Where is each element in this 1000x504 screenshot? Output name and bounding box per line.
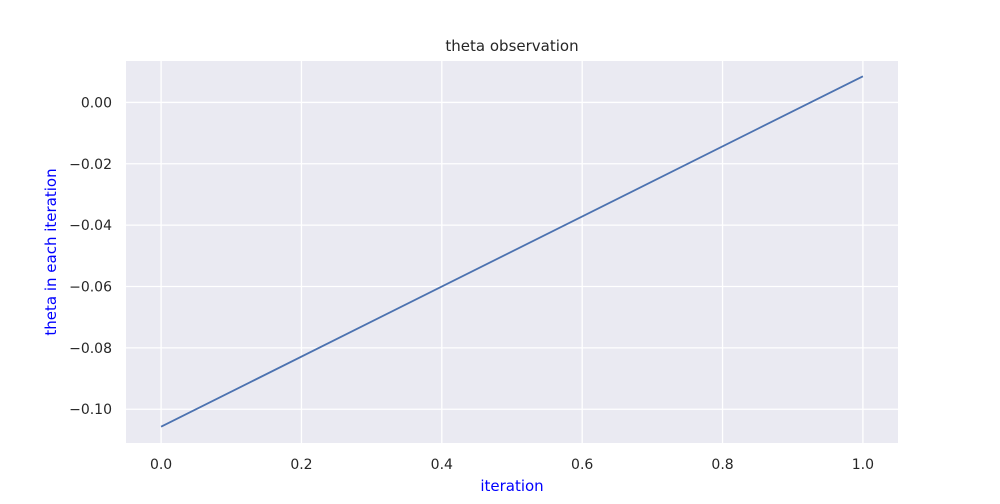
x-tick-label: 0.4 xyxy=(431,457,453,473)
series-layer xyxy=(160,75,864,428)
x-tick-label: 0.8 xyxy=(711,457,733,473)
y-tick-label: 0.00 xyxy=(81,95,112,111)
y-tick-label: −0.02 xyxy=(69,157,112,173)
x-tick-label: 0.0 xyxy=(150,457,172,473)
x-tick-label: 0.2 xyxy=(290,457,312,473)
x-tick-label: 1.0 xyxy=(852,457,874,473)
chart-title: theta observation xyxy=(445,37,578,55)
grid-lines xyxy=(126,61,898,443)
y-axis-label: theta in each iteration xyxy=(42,168,60,335)
tick-labels: 0.0 0.2 0.4 0.6 0.8 1.0 0.00 −0.02 −0.04 −0.06 −0.… xyxy=(69,95,874,473)
y-tick-label: −0.04 xyxy=(69,218,112,234)
x-axis-label: iteration xyxy=(480,477,543,495)
y-tick-label: −0.08 xyxy=(69,341,112,357)
x-tick-label: 0.6 xyxy=(571,457,593,473)
theta-series-line xyxy=(160,75,864,428)
y-tick-label: −0.06 xyxy=(69,280,112,296)
y-tick-label: −0.10 xyxy=(69,402,112,418)
